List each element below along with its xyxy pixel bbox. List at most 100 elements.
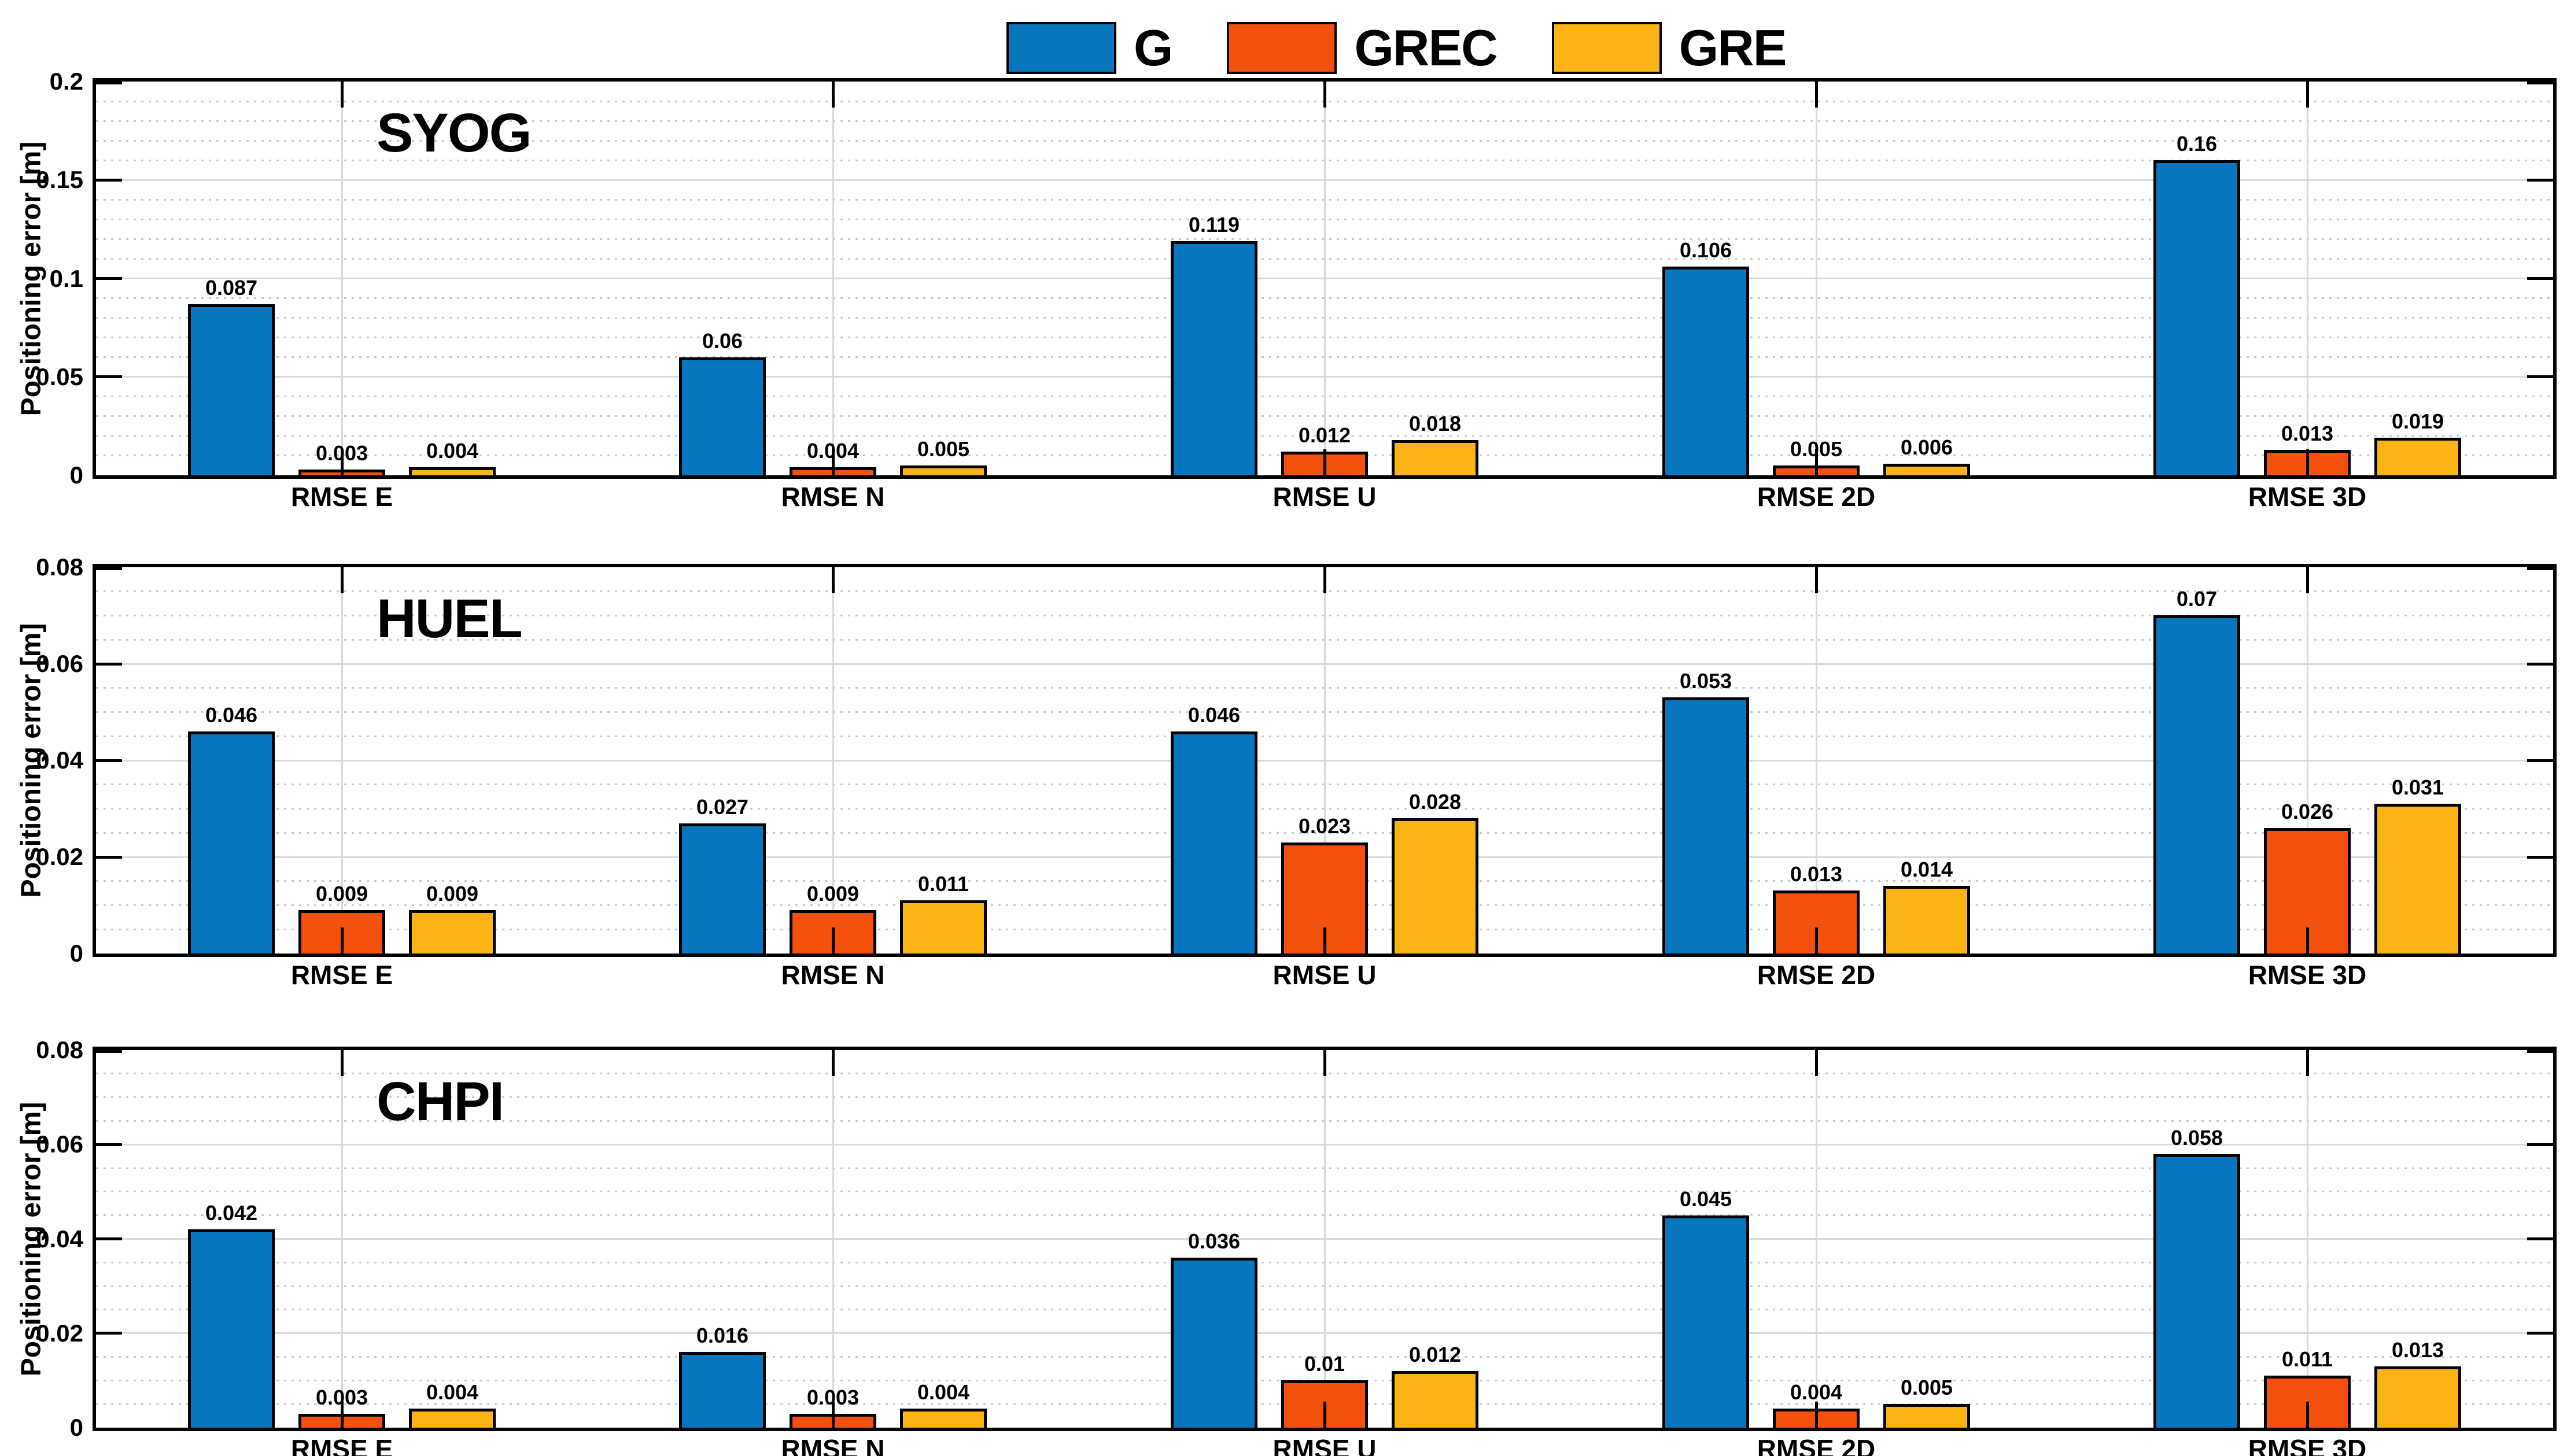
tick-mark xyxy=(2527,179,2553,182)
gridline-vertical xyxy=(2307,1050,2308,1428)
gridline-vertical xyxy=(2307,82,2308,475)
bar-G-rmse-e xyxy=(188,731,275,954)
bar-value-label: 0.058 xyxy=(2170,1126,2223,1150)
bar-value-label: 0.01 xyxy=(1304,1352,1345,1376)
bar-value-label: 0.011 xyxy=(2281,1347,2333,1371)
tick-mark xyxy=(2527,1050,2553,1053)
gridline-vertical xyxy=(832,1050,834,1428)
y-axis-label: Positioning error [m] xyxy=(16,1102,47,1377)
bar-GRE-rmse-u xyxy=(1392,818,1478,954)
tick-mark xyxy=(96,1237,122,1240)
tick-mark xyxy=(2306,82,2309,108)
bar-GRE-rmse-e xyxy=(409,1409,496,1428)
gridline-vertical xyxy=(341,1050,343,1428)
legend-swatch-icon xyxy=(1006,22,1116,74)
tick-mark xyxy=(341,449,344,475)
bar-value-label: 0.119 xyxy=(1188,213,1240,236)
tick-mark xyxy=(2527,375,2553,378)
tick-mark xyxy=(341,82,344,108)
legend-label: GREC xyxy=(1354,19,1498,76)
legend: G GREC GRE xyxy=(1006,19,1787,76)
bar-value-label: 0.004 xyxy=(1790,1380,1843,1404)
tick-mark xyxy=(96,1050,122,1053)
bar-value-label: 0.012 xyxy=(1408,1343,1462,1366)
y-tick-label: 0.04 xyxy=(36,747,83,774)
bar-value-label: 0.005 xyxy=(1900,1376,1953,1399)
tick-mark xyxy=(2527,277,2553,280)
y-tick-label: 0.08 xyxy=(36,553,83,581)
y-tick-label: 0.2 xyxy=(49,68,83,95)
legend-label: G xyxy=(1134,19,1173,76)
x-tick-label: RMSE 3D xyxy=(2248,960,2367,990)
gridline-vertical xyxy=(832,82,834,475)
bar-value-label: 0.018 xyxy=(1408,412,1462,435)
bar-GRE-rmse-n xyxy=(900,1409,987,1428)
x-tick-label: RMSE E xyxy=(290,1434,393,1456)
bar-value-label: 0.013 xyxy=(2391,1338,2444,1362)
tick-mark xyxy=(2527,1143,2553,1146)
x-tick-label: RMSE 3D xyxy=(2248,482,2367,512)
tick-mark xyxy=(1323,449,1326,475)
bar-GRE-rmse-n xyxy=(900,465,987,475)
tick-mark xyxy=(1815,927,1818,954)
bar-value-label: 0.036 xyxy=(1187,1229,1241,1253)
y-tick-label: 0.05 xyxy=(36,363,83,390)
tick-mark xyxy=(96,277,122,280)
bar-GRE-rmse-2d xyxy=(1883,886,1970,954)
legend-swatch-icon xyxy=(1227,22,1337,74)
bar-value-label: 0.016 xyxy=(696,1324,749,1347)
bar-GRE-rmse-u xyxy=(1392,440,1478,475)
panel-title: CHPI xyxy=(377,1071,504,1132)
legend-item: GREC xyxy=(1227,19,1498,76)
x-tick-label: RMSE U xyxy=(1273,1434,1377,1456)
bar-G-rmse-e xyxy=(188,304,275,475)
bar-value-label: 0.004 xyxy=(917,1380,970,1404)
x-tick-label: RMSE N xyxy=(781,482,885,512)
tick-mark xyxy=(96,179,122,182)
tick-mark xyxy=(2527,663,2553,666)
tick-mark xyxy=(96,856,122,859)
tick-mark xyxy=(1815,567,1818,593)
bar-G-rmse-2d xyxy=(1662,697,1749,954)
x-tick-label: RMSE N xyxy=(781,1434,885,1456)
bar-G-rmse-2d xyxy=(1662,267,1749,475)
tick-mark xyxy=(2527,759,2553,762)
tick-mark xyxy=(832,1050,835,1076)
bar-GRE-rmse-3d xyxy=(2374,804,2461,954)
x-tick-label: RMSE U xyxy=(1273,482,1377,512)
tick-mark xyxy=(1815,82,1818,108)
bar-value-label: 0.004 xyxy=(426,1380,479,1404)
tick-mark xyxy=(96,567,122,570)
gridline-vertical xyxy=(1816,567,1817,954)
bar-GRE-rmse-e xyxy=(409,467,496,475)
bar-value-label: 0.023 xyxy=(1298,814,1351,838)
y-tick-label: 0.04 xyxy=(36,1225,83,1252)
bar-G-rmse-e xyxy=(188,1229,275,1428)
bar-value-label: 0.042 xyxy=(205,1201,258,1225)
bar-value-label: 0.004 xyxy=(806,439,860,463)
bar-value-label: 0.07 xyxy=(2176,587,2218,611)
bar-GRE-rmse-n xyxy=(900,900,987,954)
bar-value-label: 0.003 xyxy=(806,1385,860,1409)
tick-mark xyxy=(96,82,122,84)
bar-G-rmse-u xyxy=(1171,731,1257,954)
bar-GRE-rmse-2d xyxy=(1883,464,1970,475)
tick-mark xyxy=(1323,567,1326,593)
bar-value-label: 0.012 xyxy=(1298,423,1351,447)
bar-value-label: 0.046 xyxy=(1187,703,1241,727)
bar-value-label: 0.005 xyxy=(1790,437,1843,461)
gridline-vertical xyxy=(1324,82,1326,475)
bar-GRE-rmse-u xyxy=(1392,1371,1478,1428)
x-tick-label: RMSE U xyxy=(1273,960,1377,990)
tick-mark xyxy=(1323,927,1326,954)
tick-mark xyxy=(2306,1050,2309,1076)
tick-mark xyxy=(1323,1402,1326,1428)
gridline-vertical xyxy=(832,567,834,954)
bar-value-label: 0.045 xyxy=(1679,1187,1732,1211)
tick-mark xyxy=(2306,567,2309,593)
tick-mark xyxy=(96,759,122,762)
x-tick-label: RMSE E xyxy=(290,482,393,512)
bar-value-label: 0.014 xyxy=(1900,858,1953,881)
legend-item: GRE xyxy=(1551,22,1787,74)
bar-value-label: 0.004 xyxy=(426,439,479,463)
